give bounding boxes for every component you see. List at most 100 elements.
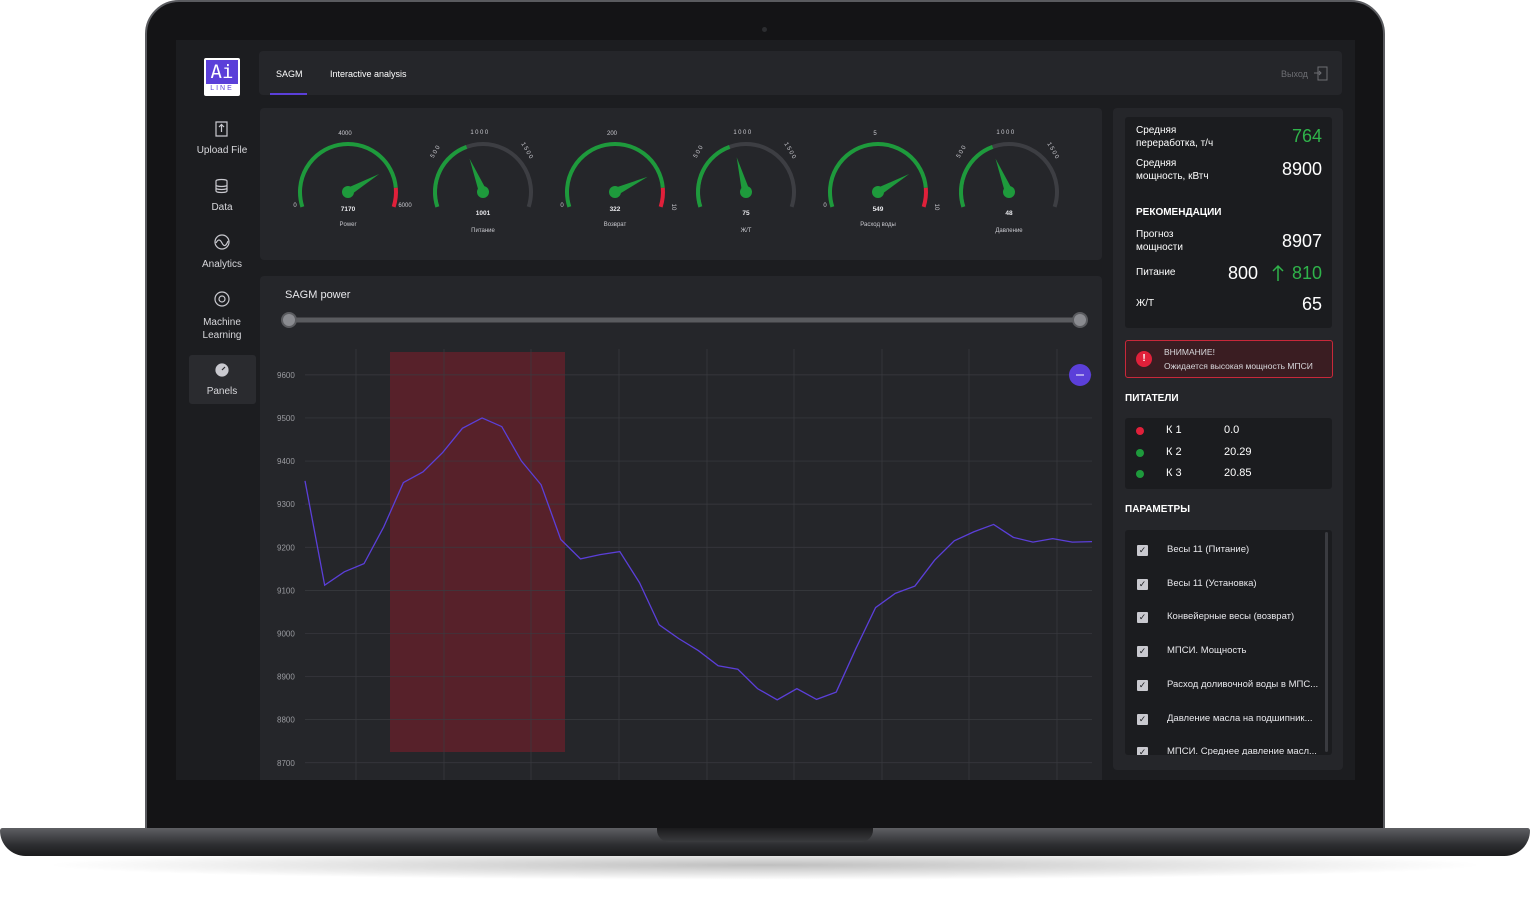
scrollbar[interactable] [1325, 532, 1328, 752]
gauge-tick-label: 500 [430, 144, 442, 160]
checkbox[interactable]: ✓ [1137, 578, 1148, 590]
nav-icons [214, 121, 230, 377]
topbar [259, 51, 1342, 95]
nav-item[interactable]: Machine Learning [202, 317, 242, 341]
gauge-tick-label: 6000 [398, 203, 412, 209]
gauge-tick-label: 1500 [1045, 142, 1060, 162]
param-label: Весы 11 (Питание) [1167, 544, 1250, 555]
y-tick-label: 9200 [277, 543, 295, 552]
slider-handle[interactable] [281, 312, 297, 328]
gauge-arc-red [921, 187, 928, 208]
gauge-tick-label: 0 [823, 203, 827, 209]
gauge-hub [1003, 186, 1015, 198]
y-tick-label: 9300 [277, 500, 295, 509]
gauge-label: Возврат [604, 222, 627, 228]
y-tick-label: 9600 [277, 371, 295, 380]
gauge-hub [609, 186, 621, 198]
gauge-label: Питание [471, 228, 495, 234]
gauge-value: 7170 [341, 206, 356, 213]
rec-target: 810 [1291, 263, 1322, 283]
slider-handle[interactable] [1072, 312, 1088, 328]
logo-box [206, 60, 238, 84]
section-title: ПАРАМЕТРЫ [1125, 504, 1190, 515]
gauge-value: 549 [873, 206, 884, 213]
nav-item[interactable]: Analytics [201, 259, 242, 270]
gauge-tick-label: 1000 [996, 130, 1015, 136]
y-tick-label: 8800 [277, 716, 295, 725]
param-label: МПСИ. Среднее давление масл... [1167, 746, 1317, 755]
feeder-dot [1136, 427, 1144, 435]
checkbox[interactable]: ✓ [1137, 713, 1148, 725]
gauge-needle [995, 158, 1013, 194]
gauge-tick-label: 1500 [782, 142, 797, 162]
gauge-needle [346, 174, 380, 196]
param-label: Весы 11 (Установка) [1167, 577, 1257, 589]
alert-icon: ! [1136, 351, 1152, 367]
tab[interactable]: SAGM [276, 69, 303, 79]
gauge-tick-label: 1000 [733, 130, 752, 136]
gauge-tick-label: 0 [560, 203, 564, 209]
checkbox[interactable]: ✓ [1137, 646, 1148, 658]
stat-value: 764 [1291, 126, 1322, 146]
checkbox[interactable]: ✓ [1137, 747, 1148, 755]
gauge-needle [876, 174, 910, 196]
y-tick-label: 9400 [277, 457, 295, 466]
y-tick-label: 8900 [277, 673, 295, 682]
power-line [304, 417, 1093, 701]
feeder-name: К 1 [1166, 424, 1182, 436]
gauge-arc-green [433, 145, 468, 208]
logout-icon [1314, 66, 1328, 81]
gauge-hub [477, 186, 489, 198]
gauge-tick-label: 500 [956, 144, 968, 160]
stats-box [1125, 117, 1332, 328]
y-tick-label: 9100 [277, 586, 295, 595]
param-label: МПСИ. Мощность [1167, 645, 1247, 657]
icon-data [215, 178, 228, 194]
gauge-tick-label: 200 [607, 131, 618, 137]
params-box: ✓ Весы 11 (Питание) ✓ Весы 11 (Установка) ✓ К… [1125, 530, 1332, 755]
rec-value: 800 [1227, 263, 1258, 283]
feeder-value: 20.85 [1224, 467, 1252, 479]
gauge-needle [736, 157, 750, 194]
checkbox[interactable]: ✓ [1137, 679, 1148, 691]
rec-label: Ж/Т [1136, 298, 1155, 309]
checkbox[interactable]: ✓ [1137, 612, 1148, 624]
gauge-label: Power [339, 222, 356, 228]
logo: Ai LINE [204, 58, 240, 96]
gauge-arc [828, 142, 928, 208]
rec-label: Прогноз мощности [1136, 229, 1183, 253]
nav-item[interactable]: Data [211, 202, 233, 213]
highlight-region [390, 352, 565, 752]
gauge-arc [298, 142, 398, 208]
icon-ml-core [218, 295, 226, 303]
gauge-hub [740, 186, 752, 198]
alert-text: Ожидается высокая мощность МПСИ [1164, 361, 1313, 371]
logo-text: Ai [210, 61, 234, 83]
nav-item[interactable]: Panels [206, 386, 238, 397]
icon-upload [215, 121, 228, 137]
gauge-hub [872, 186, 884, 198]
feeder-dot [1136, 470, 1144, 478]
checkbox[interactable]: ✓ [1137, 545, 1148, 556]
base-notch [657, 828, 873, 842]
nav-item[interactable]: Upload File [196, 145, 248, 156]
gauge-tick-label: 4000 [338, 131, 352, 137]
icon-ml [214, 291, 230, 307]
gauge-label: Давление [995, 228, 1023, 234]
param-label: Конвейерные весы (возврат) [1167, 611, 1295, 623]
stat-value: 8900 [1281, 159, 1322, 179]
screen: Ai LINE Upload File Data Analytics Machi… [176, 40, 1355, 780]
feeder-value: 20.29 [1224, 445, 1252, 458]
gauge-needle [613, 176, 648, 196]
rec-value: 65 [1301, 294, 1322, 314]
feeders-box [1125, 418, 1332, 489]
camera [762, 27, 767, 32]
y-tick-label: 9500 [277, 414, 295, 423]
gauge-arc-green [696, 145, 731, 208]
stat-label: Средняя мощность, кВтч [1136, 158, 1209, 182]
gauge-value: 48 [1005, 210, 1013, 217]
tab[interactable]: Interactive analysis [330, 69, 407, 79]
logout[interactable]: Выход [1281, 69, 1308, 79]
gauge-value: 75 [742, 210, 750, 217]
